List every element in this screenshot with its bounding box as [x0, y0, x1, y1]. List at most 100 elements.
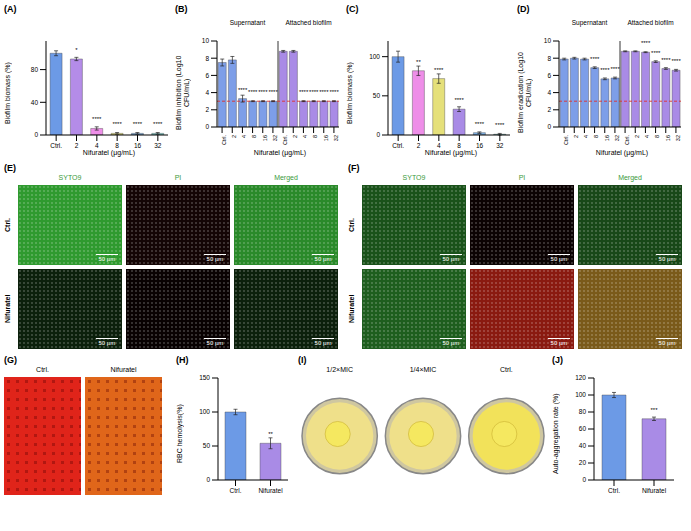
svg-text:100: 100 [575, 391, 586, 398]
svg-text:0: 0 [205, 123, 209, 130]
svg-text:****: **** [475, 121, 485, 127]
svg-text:8: 8 [457, 142, 461, 149]
svg-text:8: 8 [312, 135, 318, 138]
svg-text:****: **** [495, 122, 505, 128]
svg-text:****: **** [671, 58, 681, 64]
svg-text:2: 2 [75, 142, 79, 149]
svg-text:****: **** [319, 89, 329, 95]
svg-text:100: 100 [369, 53, 380, 60]
svg-text:4: 4 [205, 89, 209, 96]
svg-text:16: 16 [262, 135, 268, 141]
svg-text:16: 16 [665, 135, 671, 141]
svg-text:0: 0 [547, 123, 551, 130]
svg-text:****: **** [329, 89, 339, 95]
svg-text:****: **** [600, 67, 610, 73]
svg-text:10: 10 [544, 37, 552, 44]
svg-text:4: 4 [583, 135, 589, 138]
svg-text:****: **** [434, 67, 444, 73]
svg-text:32: 32 [333, 135, 339, 141]
svg-text:50: 50 [373, 92, 381, 99]
svg-text:Ctrl.: Ctrl. [608, 487, 620, 494]
svg-text:4: 4 [302, 135, 308, 138]
svg-text:Ctrl.: Ctrl. [563, 135, 569, 146]
svg-text:120: 120 [575, 374, 586, 381]
svg-text:Ctrl.: Ctrl. [624, 135, 630, 146]
svg-text:2: 2 [292, 135, 298, 138]
svg-text:****: **** [299, 89, 309, 95]
svg-text:16: 16 [323, 135, 329, 141]
svg-text:50: 50 [203, 442, 211, 449]
svg-text:0: 0 [376, 131, 380, 138]
svg-text:16: 16 [476, 142, 484, 149]
svg-text:****: **** [641, 40, 651, 46]
svg-text:40: 40 [31, 99, 39, 106]
svg-text:**: ** [268, 431, 273, 437]
svg-text:****: **** [268, 89, 278, 95]
svg-text:80: 80 [31, 66, 39, 73]
svg-text:4: 4 [95, 142, 99, 149]
svg-text:8: 8 [115, 142, 119, 149]
svg-text:Ctrl.: Ctrl. [221, 135, 227, 146]
svg-text:4: 4 [547, 89, 551, 96]
svg-text:6: 6 [205, 72, 209, 79]
svg-text:8: 8 [593, 135, 599, 138]
svg-text:20: 20 [579, 459, 587, 466]
svg-text:****: **** [153, 121, 163, 127]
svg-text:8: 8 [547, 55, 551, 62]
html-text:Biofilm eradication (Log10 CFU: Biofilm eradication (Log10 CFU/mL) [517, 52, 532, 134]
svg-text:0: 0 [34, 131, 38, 138]
svg-text:40: 40 [579, 442, 587, 449]
svg-text:100: 100 [199, 408, 210, 415]
svg-text:Ctrl.: Ctrl. [282, 135, 288, 146]
svg-text:32: 32 [496, 142, 504, 149]
svg-text:80: 80 [579, 408, 587, 415]
svg-text:32: 32 [272, 135, 278, 141]
svg-text:150: 150 [199, 374, 210, 381]
svg-text:32: 32 [675, 135, 681, 141]
svg-text:****: **** [258, 89, 268, 95]
svg-text:****: **** [651, 50, 661, 56]
svg-text:Ctrl.: Ctrl. [230, 487, 242, 494]
svg-text:***: *** [650, 407, 658, 413]
svg-text:4: 4 [437, 142, 441, 149]
svg-text:0: 0 [206, 476, 210, 483]
svg-text:****: **** [454, 97, 464, 103]
svg-text:8: 8 [654, 135, 660, 138]
svg-text:Ctrl.: Ctrl. [392, 142, 404, 149]
svg-text:*: * [75, 47, 78, 53]
svg-text:**: ** [416, 59, 421, 65]
svg-text:****: **** [590, 56, 600, 62]
html-text:Biofilm inhibition (Log10 CFU/: Biofilm inhibition (Log10 CFU/mL) [175, 55, 190, 131]
svg-text:Nifuratel: Nifuratel [258, 487, 283, 494]
svg-text:16: 16 [134, 142, 142, 149]
svg-text:2: 2 [231, 135, 237, 138]
svg-text:8: 8 [205, 55, 209, 62]
svg-text:8: 8 [251, 135, 257, 138]
svg-text:60: 60 [579, 425, 587, 432]
svg-text:6: 6 [547, 72, 551, 79]
svg-text:2: 2 [573, 135, 579, 138]
svg-text:****: **** [661, 57, 671, 63]
svg-text:4: 4 [644, 135, 650, 138]
svg-text:2: 2 [417, 142, 421, 149]
svg-text:****: **** [112, 121, 122, 127]
svg-text:16: 16 [604, 135, 610, 141]
svg-text:0: 0 [582, 476, 586, 483]
html-text:(A): (A) [4, 4, 17, 14]
svg-text:2: 2 [634, 135, 640, 138]
svg-text:****: **** [309, 89, 319, 95]
svg-text:****: **** [610, 66, 620, 72]
svg-text:32: 32 [614, 135, 620, 141]
svg-text:****: **** [248, 89, 258, 95]
svg-text:2: 2 [205, 106, 209, 113]
svg-text:4: 4 [241, 135, 247, 138]
html-text:(B): (B) [175, 4, 188, 14]
svg-text:32: 32 [154, 142, 162, 149]
svg-text:10: 10 [202, 37, 210, 44]
svg-text:****: **** [133, 121, 143, 127]
svg-text:Nifuratel: Nifuratel [642, 487, 667, 494]
svg-text:2: 2 [547, 106, 551, 113]
svg-text:Ctrl.: Ctrl. [50, 142, 62, 149]
svg-text:****: **** [92, 116, 102, 122]
svg-text:****: **** [238, 87, 248, 93]
